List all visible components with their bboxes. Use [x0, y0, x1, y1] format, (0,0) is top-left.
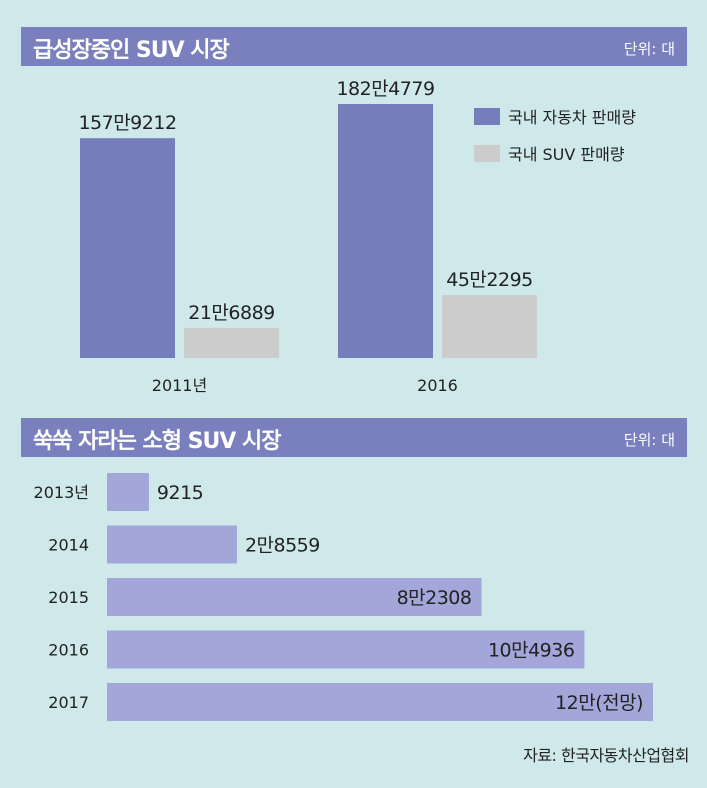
- chart2-unit: 단위: 대: [623, 431, 675, 449]
- chart1-header: 급성장중인 SUV 시장 단위: 대: [21, 27, 687, 66]
- bar-suv-1: [442, 295, 537, 358]
- y-tick-label-0: 2013년: [34, 483, 89, 502]
- bar-total-0: [80, 138, 175, 358]
- chart1-title: 급성장중인 SUV 시장: [33, 38, 230, 63]
- chart2-header: 쑥쑥 자라는 소형 SUV 시장 단위: 대: [21, 418, 687, 457]
- data-label-1-1: 45만2295: [446, 269, 533, 291]
- hbar-4: [107, 683, 653, 721]
- hbar-1: [107, 525, 237, 564]
- data-label-0-0: 157만9212: [78, 112, 176, 134]
- hbar-2: [107, 578, 482, 616]
- data-label-0-1: 182만4779: [336, 78, 434, 100]
- chart1-plot: 157만9212 21만6889 2011년 182만4779 45만2295 2016 국…: [78, 78, 636, 395]
- y-tick-label-3: 2016: [48, 641, 89, 660]
- bar-suv-0: [184, 327, 279, 358]
- source-note: 자료: 한국자동차산업협회: [523, 746, 689, 765]
- x-tick-label-1: 2016: [417, 376, 458, 395]
- hbar-value-label-4: 12만(전망): [555, 692, 643, 714]
- hbar-value-label-0: 9215: [157, 482, 203, 504]
- x-tick-label-0: 2011년: [152, 376, 207, 395]
- legend-swatch-1: [474, 145, 500, 162]
- y-tick-label-1: 2014: [48, 536, 89, 555]
- y-tick-label-4: 2017: [48, 693, 89, 712]
- chart1-unit: 단위: 대: [623, 40, 675, 58]
- hbar-value-label-3: 10만4936: [488, 640, 575, 662]
- legend-label-1: 국내 SUV 판매량: [508, 145, 625, 164]
- chart2-plot: 2013년 9215 2014 2만8559 2015 8만2308 2016 10만4936…: [34, 473, 653, 721]
- hbar-3: [107, 630, 585, 669]
- chart2-title: 쑥쑥 자라는 소형 SUV 시장: [33, 429, 282, 454]
- data-label-1-0: 21만6889: [188, 302, 275, 324]
- hbar-value-label-1: 2만8559: [245, 535, 320, 557]
- legend-swatch-0: [474, 108, 500, 125]
- y-tick-label-2: 2015: [48, 588, 89, 607]
- hbar-value-label-2: 8만2308: [397, 587, 472, 609]
- legend-label-0: 국내 자동차 판매량: [508, 108, 636, 127]
- bar-total-1: [338, 104, 433, 358]
- hbar-0: [107, 473, 149, 511]
